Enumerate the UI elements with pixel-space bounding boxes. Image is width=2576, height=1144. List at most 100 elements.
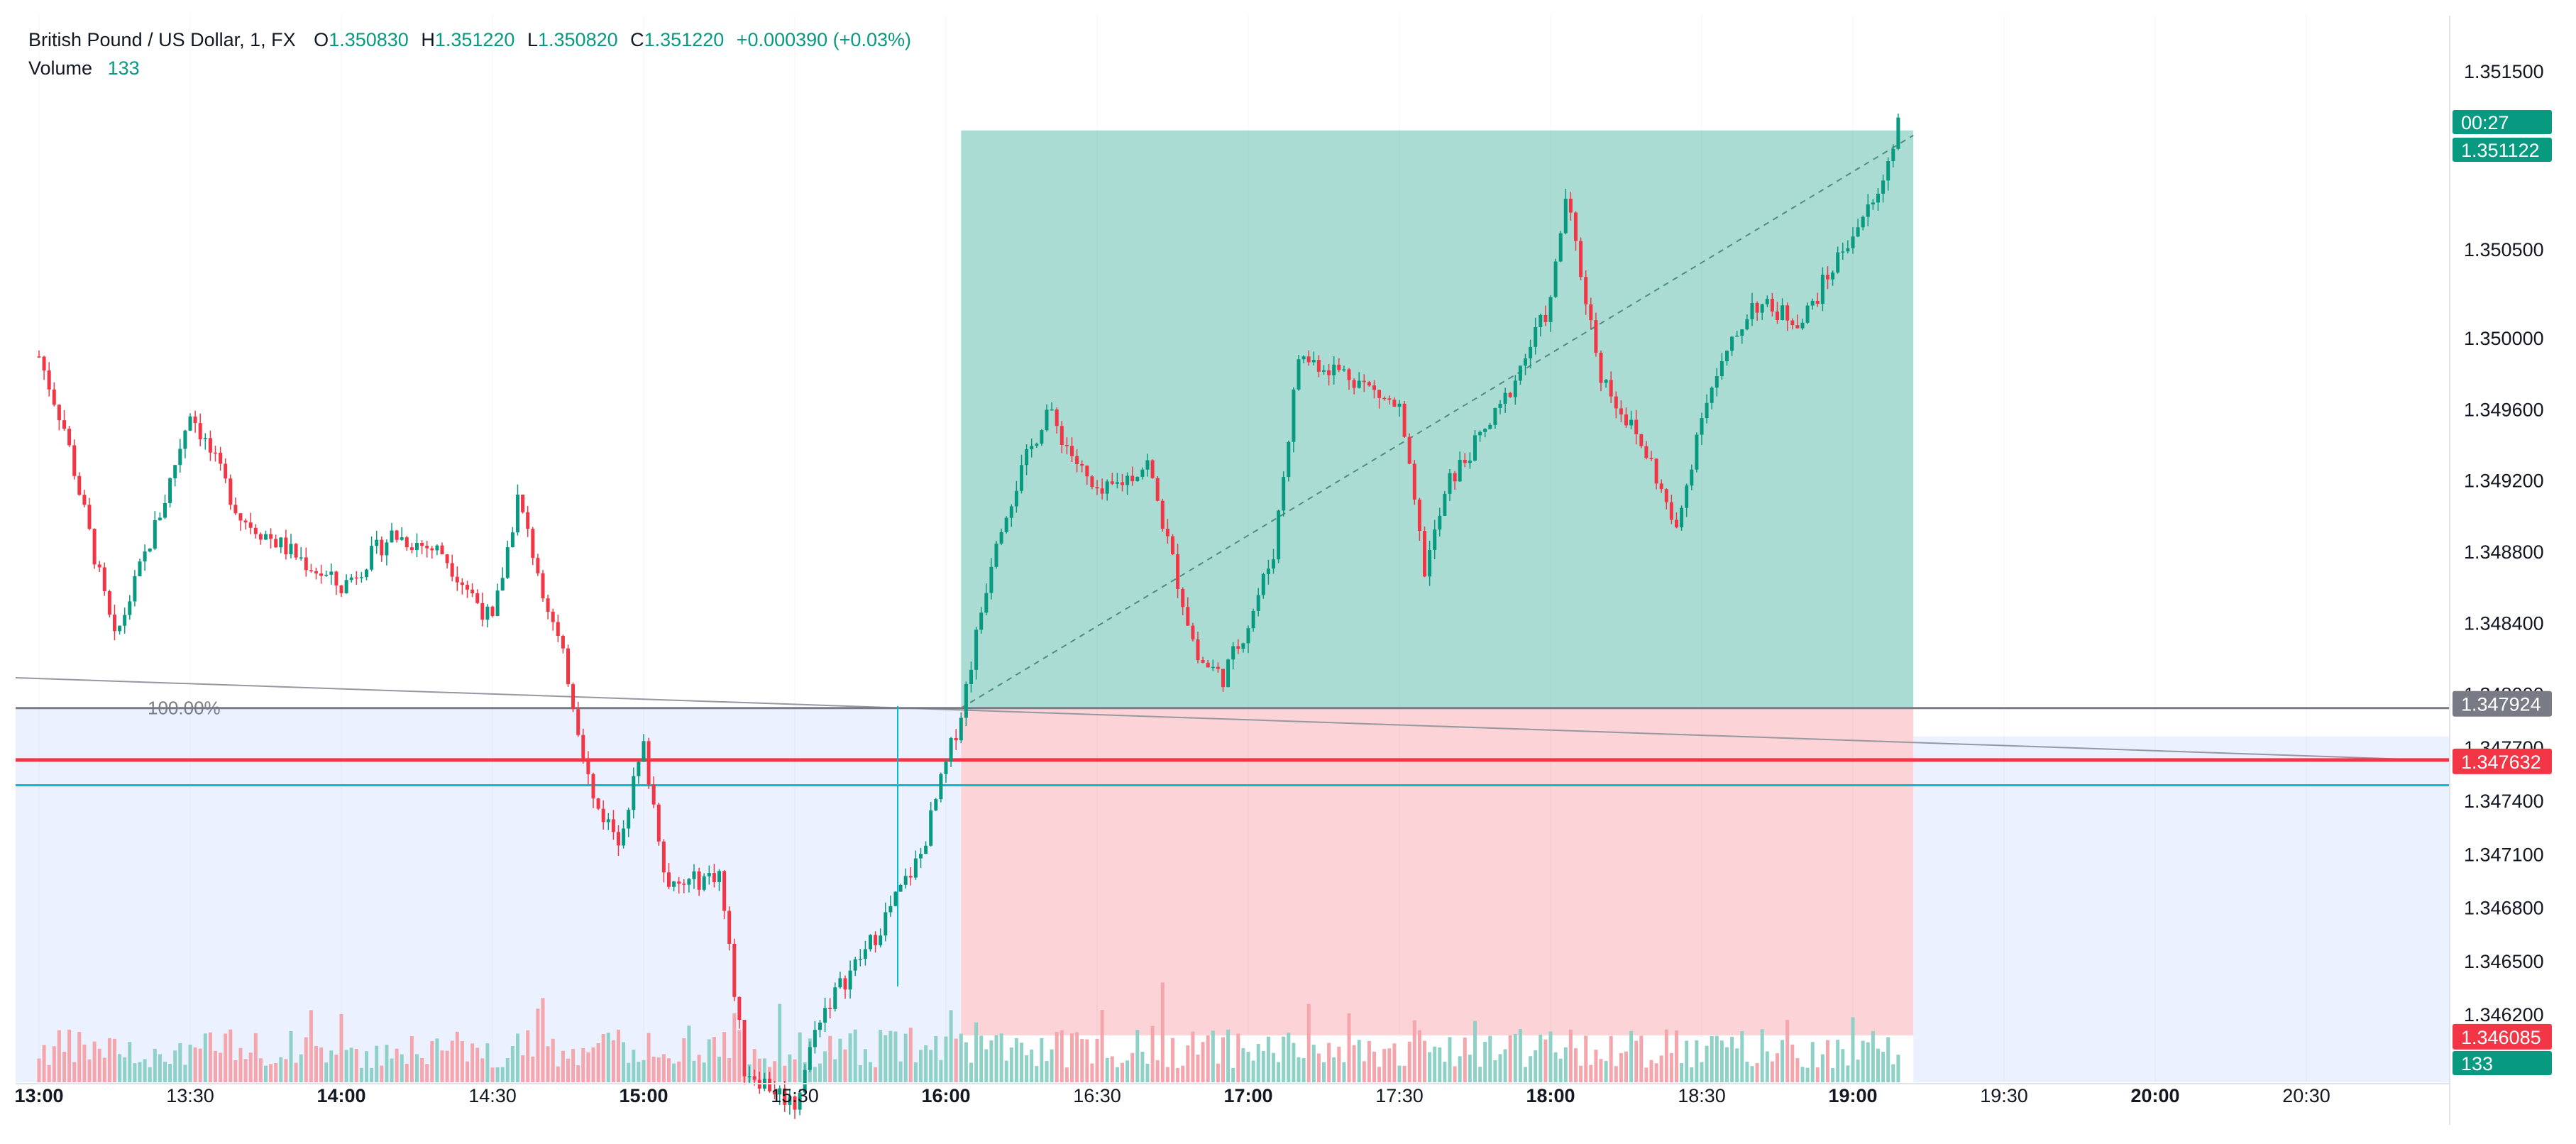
volume-bar	[762, 1058, 766, 1082]
candle-body	[1272, 559, 1275, 569]
volume-bar	[67, 1029, 72, 1082]
candle	[1604, 378, 1608, 388]
candle-body	[264, 534, 268, 540]
candle-body	[1130, 475, 1135, 482]
volume-bar	[1493, 1060, 1497, 1082]
volume-bar	[1110, 1056, 1114, 1082]
legend-volume-label[interactable]: Volume	[28, 57, 93, 79]
trend-line	[15, 677, 2450, 761]
volume-bar	[505, 1058, 510, 1082]
price-tick-label: 1.348800	[2464, 541, 2544, 563]
candle	[143, 544, 147, 571]
candle-body	[682, 884, 686, 885]
candle-body	[1871, 202, 1875, 205]
volume-bar	[1568, 1029, 1573, 1082]
volume-bar	[656, 1057, 661, 1082]
time-tick-label: 19:00	[1828, 1085, 1877, 1106]
candle-body	[823, 1008, 827, 1023]
volume-bar	[349, 1047, 353, 1082]
volume-bar	[1599, 1059, 1603, 1082]
candle	[687, 878, 691, 893]
volume-bar	[712, 1037, 716, 1082]
candle	[818, 1020, 822, 1038]
volume-bar	[1558, 1058, 1563, 1082]
legend-symbol[interactable]: British Pound / US Dollar, 1, FX	[28, 29, 296, 50]
volume-bar	[1176, 1067, 1180, 1082]
volume-bar	[661, 1054, 666, 1082]
volume-bar	[1196, 1055, 1200, 1082]
volume-bar	[1397, 1065, 1402, 1082]
candle-body	[632, 776, 636, 810]
volume-bar	[1261, 1050, 1265, 1082]
candle	[1025, 444, 1029, 475]
candle	[158, 512, 162, 521]
volume-bar	[692, 1060, 696, 1082]
candle	[1478, 430, 1482, 442]
candle-body	[1282, 477, 1286, 511]
candle-body	[1407, 436, 1411, 464]
candle-body	[92, 529, 97, 565]
volume-bar	[1745, 1062, 1749, 1082]
candle-body	[1115, 482, 1119, 484]
volume-bar	[571, 1049, 576, 1082]
candle	[430, 546, 434, 559]
candle-body	[1851, 236, 1855, 248]
volume-bar	[1100, 1010, 1104, 1082]
candle	[1377, 390, 1382, 409]
candle	[1589, 297, 1593, 329]
candle	[903, 868, 908, 889]
price-tick-label: 1.349200	[2464, 471, 2544, 492]
candle	[219, 446, 223, 471]
candle-body	[1639, 434, 1644, 446]
candle	[1211, 659, 1215, 671]
volume-bar	[1594, 1050, 1598, 1082]
candle	[224, 458, 228, 483]
candle-body	[596, 798, 600, 809]
candle	[768, 1072, 771, 1093]
candle-body	[768, 1078, 771, 1091]
candle-body	[1100, 488, 1104, 494]
candle	[1654, 458, 1658, 490]
volume-bar	[1710, 1035, 1714, 1082]
candle-body	[1740, 329, 1744, 336]
candle-body	[37, 356, 41, 358]
volume-bar	[536, 1008, 540, 1082]
volume-bar	[1301, 1057, 1306, 1082]
volume-bar	[1292, 1043, 1296, 1082]
candle-body	[747, 1076, 752, 1077]
volume-bar	[1463, 1037, 1467, 1082]
candle-body	[536, 558, 540, 573]
volume-bar	[324, 1062, 329, 1082]
candle-body	[1110, 481, 1114, 484]
candle	[1241, 642, 1245, 653]
candle-body	[435, 545, 439, 551]
candle	[823, 997, 827, 1033]
candle-body	[1040, 430, 1044, 444]
candle-body	[929, 810, 933, 846]
volume-bar	[274, 1063, 278, 1082]
candle-body	[1553, 261, 1558, 297]
price-tick-label: 1.347100	[2464, 844, 2544, 865]
candle	[1841, 242, 1845, 260]
candle-body	[1417, 499, 1421, 532]
candle	[380, 536, 384, 562]
candle-body	[258, 534, 263, 540]
candle	[954, 729, 958, 750]
volume-bar	[1311, 1045, 1316, 1082]
volume-bar	[1095, 1038, 1099, 1082]
candle	[1125, 472, 1130, 495]
candle	[1090, 475, 1094, 490]
candle-body	[107, 591, 111, 615]
volume-bar	[1680, 1062, 1684, 1082]
candle-body	[1377, 390, 1382, 398]
volume-bar	[1634, 1040, 1639, 1082]
candle	[1287, 440, 1291, 482]
candle-body	[1196, 639, 1200, 661]
volume-bar	[1810, 1042, 1815, 1082]
candle-body	[1654, 458, 1658, 484]
candle-body	[1770, 299, 1774, 312]
candle	[667, 863, 671, 889]
volume-bar	[233, 1060, 238, 1082]
